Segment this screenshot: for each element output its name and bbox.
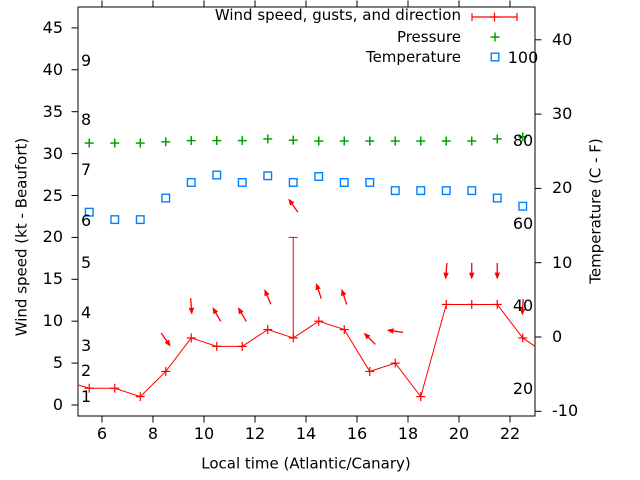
right-tick-label: 10 xyxy=(552,252,573,272)
x-tick-label: 20 xyxy=(448,424,470,443)
x-tick-label: 14 xyxy=(295,424,317,443)
temperature-point xyxy=(288,177,298,187)
temperature-point xyxy=(390,186,400,196)
wind-direction-arrow-head xyxy=(468,272,475,280)
beaufort-scale-label: 6 xyxy=(81,210,92,230)
wind-direction-arrow-head xyxy=(494,272,501,280)
x-tick-label: 18 xyxy=(397,424,419,443)
temperature-point xyxy=(263,171,273,181)
wind-direction-arrow-head xyxy=(519,308,526,316)
wind-direction-arrow-head xyxy=(264,288,270,297)
wind-direction-arrow-head xyxy=(188,307,195,315)
temperature-point xyxy=(135,215,145,225)
temperature-point xyxy=(492,193,502,203)
x-tick-label: 22 xyxy=(499,424,521,443)
x-tick-label: 16 xyxy=(346,424,368,443)
beaufort-scale-label: 9 xyxy=(81,51,92,71)
x-tick-label: 10 xyxy=(193,424,215,443)
inner-pressure-scale-label: 40 xyxy=(512,296,534,316)
wind-direction-arrow-head xyxy=(237,306,244,315)
temperature-point xyxy=(416,186,426,196)
inner-pressure-scale-label: 60 xyxy=(512,213,534,233)
x-tick-label: 12 xyxy=(244,424,266,443)
left-tick-label: 0 xyxy=(52,395,63,414)
temperature-point xyxy=(212,170,222,180)
temperature-point xyxy=(314,172,324,182)
left-tick-label: 30 xyxy=(42,143,63,163)
left-tick-label: 40 xyxy=(42,59,63,79)
inner-pressure-scale-label: 80 xyxy=(512,131,534,150)
inner-pressure-scale-label: 20 xyxy=(512,379,534,399)
wind-direction-arrow-head xyxy=(164,339,171,347)
inner-pressure-scale-label: 100 xyxy=(507,48,539,68)
temperature-point xyxy=(441,186,451,196)
left-tick-label: 25 xyxy=(42,185,63,205)
wind-direction-arrow-head xyxy=(341,288,347,297)
wind-direction-arrow-head xyxy=(288,198,295,206)
beaufort-scale-label: 3 xyxy=(81,336,92,356)
legend-label-wind: Wind speed, gusts, and direction xyxy=(214,6,461,24)
x-tick-label: 6 xyxy=(96,424,108,443)
left-tick-label: 45 xyxy=(42,17,63,37)
beaufort-scale-label: 7 xyxy=(81,160,92,180)
left-tick-label: 35 xyxy=(42,101,63,121)
temperature-point xyxy=(518,201,528,211)
wind-direction-arrow-head xyxy=(386,328,394,334)
right-tick-label: 30 xyxy=(552,104,573,124)
left-tick-label: 20 xyxy=(42,227,63,247)
temperature-point xyxy=(365,177,375,187)
beaufort-scale-label: 8 xyxy=(81,110,92,130)
beaufort-scale-label: 2 xyxy=(81,361,92,381)
beaufort-scale-label: 4 xyxy=(81,302,92,322)
wind-speed-line xyxy=(77,303,536,398)
legend-label-temperature: Temperature xyxy=(365,48,461,66)
legend-temperature-marker xyxy=(490,52,500,62)
wind-direction-arrow-head xyxy=(212,306,219,315)
right-tick-label: 0 xyxy=(552,327,563,346)
left-tick-label: 5 xyxy=(52,353,63,373)
temperature-point xyxy=(467,186,477,196)
beaufort-scale-label: 5 xyxy=(81,252,92,272)
right-axis-title: Temperature (C - F) xyxy=(586,138,605,284)
temperature-point xyxy=(339,177,349,187)
legend-label-pressure: Pressure xyxy=(396,28,461,46)
right-tick-label: 20 xyxy=(552,178,573,198)
plot-border xyxy=(77,6,536,417)
temperature-point xyxy=(161,193,171,203)
temperature-point xyxy=(110,215,120,225)
beaufort-scale-label: 1 xyxy=(81,386,92,406)
wind-direction-arrow-head xyxy=(363,332,371,340)
left-tick-label: 15 xyxy=(42,269,63,289)
x-tick-label: 8 xyxy=(147,424,159,443)
temperature-point xyxy=(84,207,94,217)
right-tick-label: 40 xyxy=(552,29,573,49)
x-axis-title: Local time (Atlantic/Canary) xyxy=(201,454,411,473)
wind-direction-arrow-head xyxy=(315,282,321,291)
temperature-point xyxy=(186,177,196,187)
right-tick-label: -10 xyxy=(552,401,579,421)
temperature-point xyxy=(237,177,247,187)
left-tick-label: 10 xyxy=(42,311,63,331)
wind-direction-arrow-head xyxy=(443,272,449,280)
